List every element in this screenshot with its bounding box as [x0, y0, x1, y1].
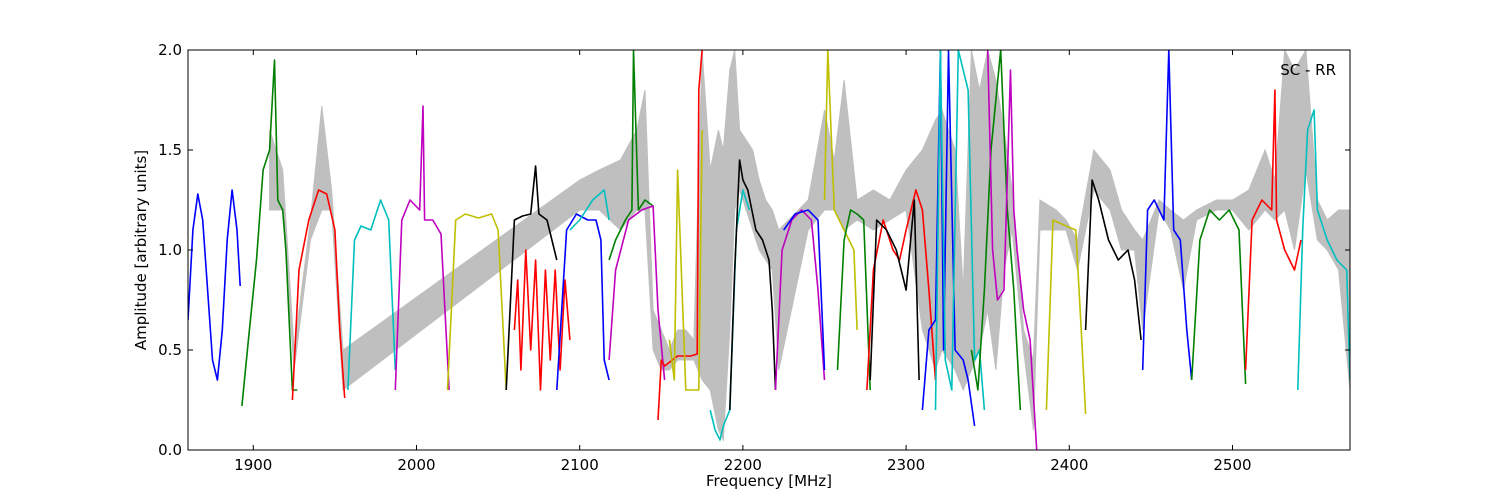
x-tick-label: 2400 [1050, 456, 1088, 474]
series-line-17 [774, 209, 826, 391]
series-line-21 [866, 189, 937, 391]
series-line-30 [1190, 209, 1247, 385]
chart-annotation: SC - RR [1280, 61, 1336, 79]
series-layer [188, 50, 1350, 450]
series-line-27 [1045, 219, 1087, 415]
y-axis-label: Amplitude [arbitrary units] [132, 150, 150, 350]
series-line-25 [970, 50, 1022, 411]
series-line-10 [569, 189, 610, 231]
series-line-23 [921, 50, 976, 427]
y-tick-label: 2.0 [158, 41, 182, 59]
series-line-6 [446, 213, 507, 391]
series-line-18 [783, 209, 826, 371]
x-tick-label: 1900 [234, 456, 272, 474]
x-tick-label: 2000 [397, 456, 435, 474]
series-line-14 [668, 129, 703, 391]
series-line-28 [1084, 179, 1142, 341]
series-line-20 [836, 209, 871, 391]
series-line-11 [608, 50, 654, 261]
series-line-16 [729, 159, 777, 411]
series-line-24 [934, 50, 986, 411]
series-line-8 [513, 249, 571, 391]
x-axis-label: Frequency [MHz] [706, 472, 832, 490]
y-tick-label: 1.0 [158, 241, 182, 259]
series-line-19 [823, 50, 858, 331]
y-tick-label: 1.5 [158, 141, 182, 159]
y-tick-label: 0.5 [158, 341, 182, 359]
background-band-layer [269, 50, 1350, 442]
series-line-26 [986, 50, 1038, 450]
background-envelope [269, 50, 1350, 442]
series-line-1 [188, 189, 241, 381]
series-line-32 [1297, 109, 1350, 391]
series-line-5 [394, 105, 450, 391]
x-tick-label: 2500 [1213, 456, 1251, 474]
series-line-3 [291, 189, 346, 401]
series-line-7 [505, 165, 558, 391]
x-tick-label: 2300 [887, 456, 925, 474]
series-line-15 [709, 189, 751, 441]
x-tick-label: 2200 [724, 456, 762, 474]
series-line-22 [869, 199, 920, 381]
x-tick-label: 2100 [561, 456, 599, 474]
series-line-12 [608, 205, 666, 381]
series-line-29 [1141, 50, 1193, 381]
series-line-2 [241, 59, 298, 407]
series-line-9 [556, 213, 610, 391]
y-tick-label: 0.0 [158, 441, 182, 459]
series-line-4 [347, 199, 397, 391]
series-line-31 [1244, 89, 1302, 371]
tick-layer: 1900 2000 2100 2200 2300 2400 2500 0.0 0.5 1.0 1.5… [158, 41, 1350, 474]
